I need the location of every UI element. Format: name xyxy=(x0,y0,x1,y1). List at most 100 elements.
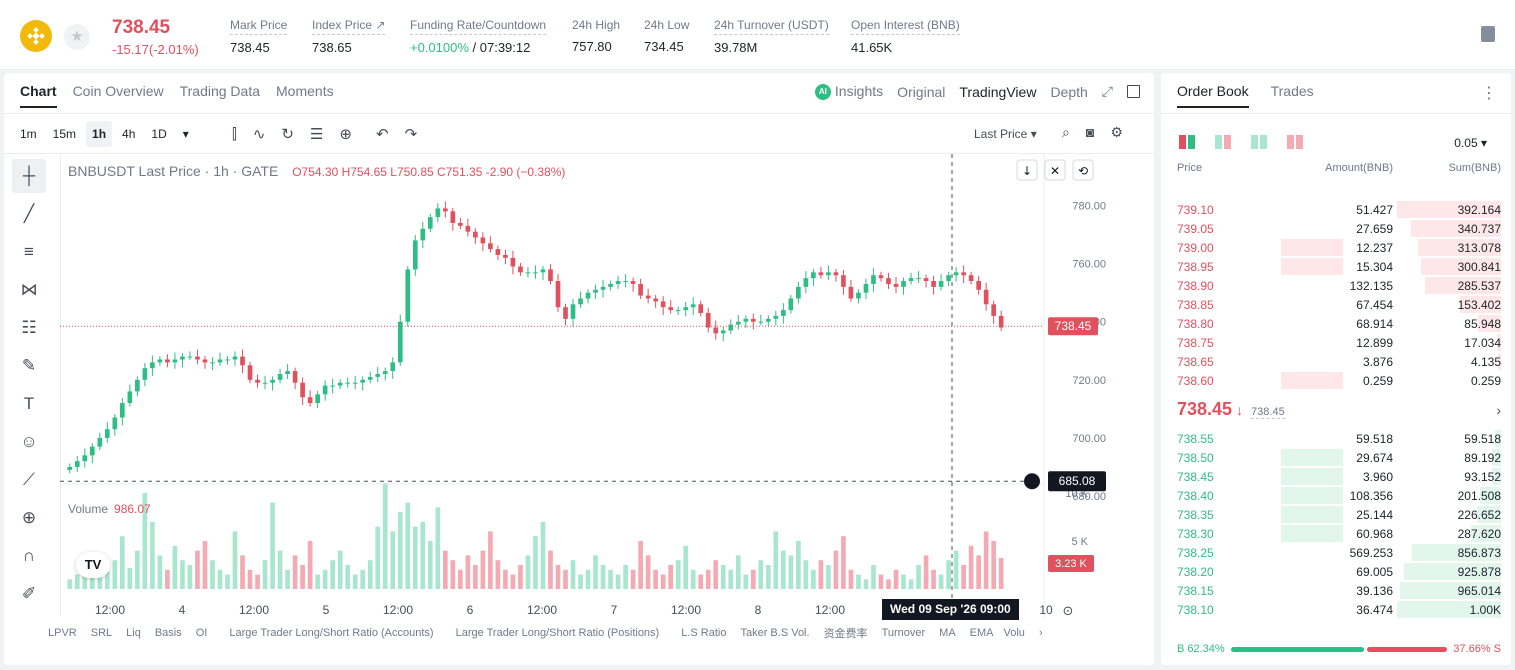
tab-chart[interactable]: Chart xyxy=(20,83,57,108)
layout-asks-icon[interactable] xyxy=(1287,135,1303,149)
stat-label[interactable]: Funding Rate/Countdown xyxy=(410,18,547,35)
favorite-star-icon[interactable]: ★ xyxy=(64,24,90,50)
indicator-trader-positions[interactable]: Large Trader Long/Short Ratio (Positions… xyxy=(455,627,660,639)
bid-row[interactable]: 738.40 108.356 201.508 xyxy=(1161,486,1511,505)
indicator-trader-accounts[interactable]: Large Trader Long/Short Ratio (Accounts) xyxy=(229,627,434,639)
tab-tradingview[interactable]: TradingView xyxy=(959,83,1037,100)
indicator-taker-vol[interactable]: Taker B.S Vol. xyxy=(740,627,810,639)
trend-line-icon[interactable]: ╱ xyxy=(23,204,35,223)
ask-row[interactable]: 738.95 15.304 300.841 xyxy=(1161,257,1511,276)
interval-1h[interactable]: 1h xyxy=(86,121,113,147)
chevron-right-icon[interactable]: › xyxy=(1496,402,1501,418)
bid-row[interactable]: 738.50 29.674 89.192 xyxy=(1161,448,1511,467)
reset-chart-icon[interactable]: ⟲ xyxy=(1078,164,1088,178)
ask-row[interactable]: 739.00 12.237 313.078 xyxy=(1161,238,1511,257)
fullscreen-icon[interactable] xyxy=(1127,85,1140,99)
ask-row[interactable]: 738.80 68.914 85.948 xyxy=(1161,314,1511,333)
stat-label[interactable]: Open Interest (BNB) xyxy=(851,18,960,35)
indicator-ls-ratio[interactable]: L.S Ratio xyxy=(681,627,727,639)
ask-row[interactable]: 738.60 0.259 0.259 xyxy=(1161,371,1511,390)
bid-row[interactable]: 738.55 59.518 59.518 xyxy=(1161,429,1511,448)
bid-row[interactable]: 738.15 39.136 965.014 xyxy=(1161,581,1511,600)
tab-original[interactable]: Original xyxy=(897,83,946,100)
tab-moments[interactable]: Moments xyxy=(276,83,334,99)
indicator-ma[interactable]: MA xyxy=(939,627,956,639)
bid-row[interactable]: 738.20 69.005 925.878 xyxy=(1161,562,1511,581)
add-alert-icon[interactable]: ⊕ xyxy=(339,126,352,143)
bid-row[interactable]: 738.30 60.968 287.620 xyxy=(1161,524,1511,543)
emoji-icon[interactable]: ☺ xyxy=(20,432,38,451)
guide-book-icon[interactable] xyxy=(1481,26,1495,42)
indicator-funding-rate[interactable]: 资金费率 xyxy=(823,628,868,640)
templates-icon[interactable]: ☰ xyxy=(309,126,324,143)
candle-type-icon[interactable]: ⫿ xyxy=(232,125,237,143)
horizontal-lines-icon[interactable]: ≡ xyxy=(24,242,34,261)
interval-dropdown-icon[interactable]: ▾ xyxy=(182,127,189,141)
interval-1d[interactable]: 1D xyxy=(151,127,167,141)
bid-row[interactable]: 738.10 36.474 1.00K xyxy=(1161,600,1511,619)
stat-label[interactable]: Index Price ↗ xyxy=(312,18,386,35)
sum-depth-bar xyxy=(1494,430,1501,447)
lock-draw-icon[interactable]: ✐ xyxy=(21,584,37,603)
ask-row[interactable]: 738.85 67.454 153.402 xyxy=(1161,295,1511,314)
refresh-icon[interactable]: ↻ xyxy=(281,126,294,143)
expand-icon[interactable]: ⤢ xyxy=(1101,83,1113,100)
tab-trades[interactable]: Trades xyxy=(1270,83,1314,99)
indicators-icon[interactable]: ∿ xyxy=(252,126,266,143)
price-type-select[interactable]: Last Price ▾ xyxy=(974,127,1037,141)
insights-button[interactable]: AI Insights xyxy=(814,83,883,101)
mark-price[interactable]: 738.45 xyxy=(1251,406,1285,419)
fib-icon[interactable]: ☷ xyxy=(21,318,37,337)
ask-row[interactable]: 738.90 132.135 285.537 xyxy=(1161,276,1511,295)
indicator-volume[interactable]: Volu xyxy=(1003,627,1025,639)
undo-icon[interactable]: ↶ xyxy=(376,126,389,143)
tab-depth[interactable]: Depth xyxy=(1050,83,1088,100)
indicator-oi[interactable]: OI xyxy=(195,627,208,639)
tab-order-book[interactable]: Order Book xyxy=(1177,83,1249,108)
chevron-right-icon[interactable]: › xyxy=(1038,627,1043,639)
bid-row[interactable]: 738.45 3.960 93.152 xyxy=(1161,467,1511,486)
interval-15m[interactable]: 15m xyxy=(52,127,77,141)
settings-gear-icon[interactable]: ⚙ xyxy=(1110,124,1123,140)
add-order-plus-icon[interactable] xyxy=(1024,473,1040,490)
tab-trading-data[interactable]: Trading Data xyxy=(179,83,261,99)
axis-settings-icon[interactable]: ⊙ xyxy=(1063,604,1074,618)
ask-row[interactable]: 739.05 27.659 340.737 xyxy=(1161,219,1511,238)
interval-4h[interactable]: 4h xyxy=(122,127,136,141)
crosshair-icon[interactable]: ┼ xyxy=(12,159,46,193)
scroll-down-icon[interactable]: ↓ xyxy=(1022,164,1032,178)
indicator-basis[interactable]: Basis xyxy=(154,627,182,639)
camera-icon[interactable]: ◙ xyxy=(1085,124,1095,140)
brush-icon[interactable]: ✎ xyxy=(21,356,37,375)
more-options-icon[interactable]: ⋮ xyxy=(1481,85,1497,102)
stat-label[interactable]: 24h Turnover (USDT) xyxy=(714,18,829,35)
tradingview-logo-icon[interactable]: TV xyxy=(76,552,110,578)
ask-row[interactable]: 738.75 12.899 17.034 xyxy=(1161,333,1511,352)
text-icon[interactable]: T xyxy=(23,394,35,413)
layout-bids-icon[interactable] xyxy=(1251,135,1267,149)
redo-icon[interactable]: ↷ xyxy=(404,126,418,143)
tab-coin-overview[interactable]: Coin Overview xyxy=(72,83,164,99)
indicator-turnover[interactable]: Turnover xyxy=(881,627,926,639)
indicator-ema[interactable]: EMA xyxy=(969,627,994,639)
bid-row[interactable]: 738.35 25.144 226.652 xyxy=(1161,505,1511,524)
precision-select[interactable]: 0.05 ▾ xyxy=(1454,136,1487,150)
zoom-icon[interactable]: ⊕ xyxy=(21,508,37,527)
indicator-srl[interactable]: SRL xyxy=(90,627,113,639)
close-indicator-icon[interactable]: ✕ xyxy=(1050,164,1060,178)
ruler-icon[interactable]: ⟋ xyxy=(23,470,35,489)
bid-row[interactable]: 738.25 569.253 856.873 xyxy=(1161,543,1511,562)
layout-both-icon[interactable] xyxy=(1179,135,1195,149)
sum-depth-bar xyxy=(1417,239,1501,256)
magnet-icon[interactable]: ∩ xyxy=(22,546,36,565)
layout-both-alt-icon[interactable] xyxy=(1215,135,1231,149)
indicator-liq[interactable]: Liq xyxy=(126,627,141,639)
interval-1m[interactable]: 1m xyxy=(20,127,37,141)
ask-row[interactable]: 739.10 51.427 392.164 xyxy=(1161,200,1511,219)
pattern-icon[interactable]: ⋈ xyxy=(20,280,38,299)
ask-row[interactable]: 738.65 3.876 4.135 xyxy=(1161,352,1511,371)
search-icon[interactable]: ⌕ xyxy=(1062,124,1070,140)
indicator-lpvr[interactable]: LPVR xyxy=(48,627,77,639)
stat-label[interactable]: Mark Price xyxy=(230,18,288,35)
